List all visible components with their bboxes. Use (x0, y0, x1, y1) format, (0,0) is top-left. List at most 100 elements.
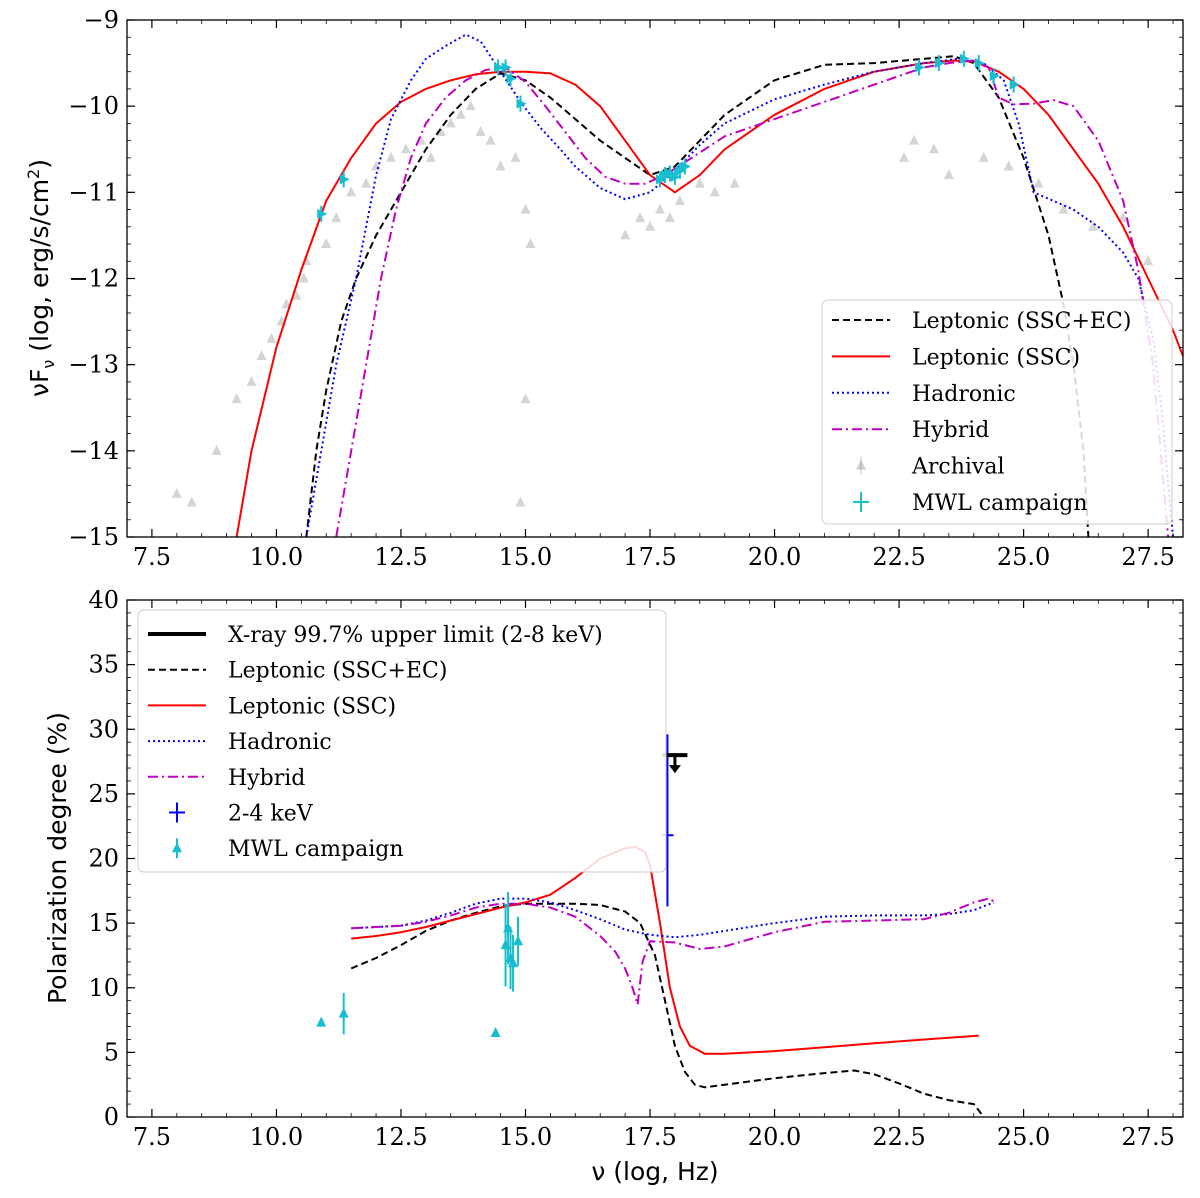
top-xtick-label: 22.5 (872, 543, 925, 571)
bottom-xtick-label: 7.5 (133, 1123, 171, 1151)
mwl-point (934, 58, 945, 69)
archival-point (465, 100, 476, 111)
bottom-legend-entry: X-ray 99.7% upper limit (2-8 keV) (148, 623, 603, 648)
mwl-pol-point (513, 935, 524, 946)
archival-point (674, 194, 685, 205)
top-xtick-label: 10.0 (250, 543, 303, 571)
archival-point (298, 272, 309, 283)
archival-point (664, 212, 675, 223)
top-legend-box (821, 299, 1173, 525)
mwl-pol-point (490, 1026, 501, 1037)
mwl-point (317, 208, 328, 219)
bottom-ytick-label: 40 (88, 586, 119, 614)
top-ytick-label: −10 (68, 92, 119, 120)
archival-point (346, 186, 357, 197)
top-ytick-label: −9 (84, 6, 119, 34)
bottom-xtick-label: 17.5 (623, 1123, 676, 1151)
top-xtick-label: 15.0 (499, 543, 552, 571)
bottom-ytick-label: 15 (88, 909, 119, 937)
mwl-point (974, 58, 985, 69)
bottom-xtick-label: 10.0 (250, 1123, 303, 1151)
mwl-point (516, 98, 527, 109)
archival-point (1143, 255, 1154, 266)
bottom-legend-entry: MWL campaign (172, 837, 404, 862)
mwl-point (959, 53, 970, 64)
bottom-ytick-label: 0 (104, 1103, 119, 1131)
bottom-legend-label: X-ray 99.7% upper limit (2-8 keV) (228, 623, 603, 648)
archival-point (729, 177, 740, 188)
bottom-panel: 7.5 10.0 12.5 15.0 17.5 20.0 22.5 25.0 27.5 0 5 10… (43, 586, 1184, 1186)
bottom-legend-entry: 2-4 keV (169, 802, 314, 827)
bottom-legend-box (137, 609, 667, 873)
archival-point (694, 177, 705, 188)
xray-upper-limit-arrow-head (668, 765, 681, 774)
archival-point (331, 212, 342, 223)
archival-point (386, 151, 396, 162)
bottom-x-axis-label: ν (log, Hz) (591, 1157, 718, 1186)
top-legend-entry: Hybrid (832, 418, 989, 443)
bottom-legend-entry: Hadronic (148, 730, 332, 755)
top-legend-entry: Leptonic (SSC) (832, 345, 1080, 370)
bottom-ytick-label: 25 (88, 780, 119, 808)
mwl-point (680, 161, 691, 172)
archival-point (246, 375, 257, 386)
archival-point (1003, 160, 1014, 171)
top-legend-label: Leptonic (SSC+EC) (912, 309, 1131, 334)
bottom-legend-label: Leptonic (SSC) (228, 694, 396, 719)
bottom-ytick-label: 35 (88, 651, 119, 679)
archival-point (256, 350, 267, 361)
bottom-x-ticks: 7.5 10.0 12.5 15.0 17.5 20.0 22.5 25.0 27.5 (126, 600, 1175, 1151)
archival-point (645, 220, 656, 231)
bottom-y-ticks: 0 5 10 15 20 25 30 35 40 (88, 586, 1183, 1131)
series-line-leptonic-ssc-ec- (350, 902, 985, 1117)
bottom-legend: X-ray 99.7% upper limit (2-8 keV) Leptoni… (137, 609, 667, 873)
archival-point (510, 151, 521, 162)
archival-point (211, 444, 222, 455)
bottom-xtick-label: 20.0 (748, 1123, 801, 1151)
top-xtick-label: 7.5 (133, 543, 171, 571)
top-xtick-label: 25.0 (997, 543, 1050, 571)
bottom-legend-label: Hybrid (228, 766, 305, 791)
archival-point (1058, 203, 1069, 214)
mwl-point (670, 171, 681, 182)
archival-point (709, 186, 720, 197)
top-legend-label: Hybrid (912, 418, 989, 443)
archival-point (186, 496, 197, 507)
top-legend-label: MWL campaign (912, 491, 1088, 516)
top-mwl-points (317, 50, 1020, 222)
mwl-pol-point (338, 1007, 349, 1018)
archival-point (525, 238, 536, 249)
archival-point (231, 393, 242, 404)
archival-point (1033, 177, 1044, 188)
archival-point (520, 203, 531, 214)
bottom-y-axis-label: Polarization degree (%) (43, 712, 72, 1004)
bottom-ytick-label: 10 (88, 974, 119, 1002)
top-legend-entry: MWL campaign (853, 491, 1088, 516)
top-xtick-label: 12.5 (374, 543, 427, 571)
top-legend-label: Hadronic (912, 382, 1016, 407)
top-panel: 7.5 10.0 12.5 15.0 17.5 20.0 22.5 25.0 27.5 −15−… (24, 6, 1184, 571)
bottom-legend-entry: Leptonic (SSC+EC) (148, 659, 447, 684)
bottom-legend-entry: Hybrid (148, 766, 305, 791)
archival-point (455, 108, 466, 119)
mwl-point (989, 71, 1000, 82)
top-legend-entry: Hadronic (832, 382, 1016, 407)
bottom-data-points (316, 734, 688, 1037)
bottom-ytick-label: 30 (88, 715, 119, 743)
top-x-ticks: 7.5 10.0 12.5 15.0 17.5 20.0 22.5 25.0 27.5 (126, 20, 1175, 571)
archival-point (361, 177, 372, 188)
bottom-legend-label: Leptonic (SSC+EC) (228, 659, 447, 684)
mwl-point (1009, 79, 1020, 90)
bottom-xtick-label: 15.0 (499, 1123, 552, 1151)
archival-point (485, 134, 496, 145)
top-xtick-label: 27.5 (1121, 543, 1174, 571)
top-legend: Leptonic (SSC+EC) Leptonic (SSC) Hadronic H… (821, 299, 1173, 525)
archival-point (635, 212, 646, 223)
bottom-legend-label: MWL campaign (228, 837, 404, 862)
archival-point (620, 229, 631, 240)
archival-point (171, 487, 182, 498)
mwl-pol-point (316, 1016, 327, 1027)
top-ytick-label: −13 (68, 351, 119, 379)
archival-point (909, 134, 920, 145)
